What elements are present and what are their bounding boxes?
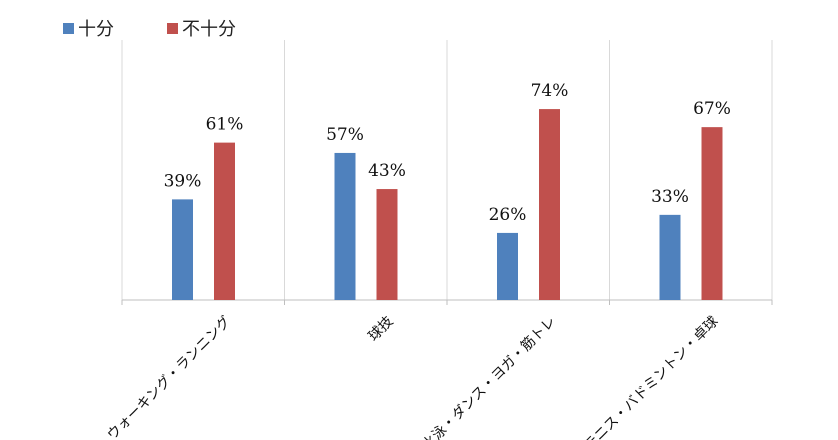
bar [376,189,398,300]
data-label: 67% [693,99,731,119]
data-label: 61% [206,115,244,135]
bar [701,127,723,300]
bar [659,214,681,300]
category-label: 水泳・ダンス・ヨガ・筋トレ [419,313,560,440]
data-label: 74% [531,81,569,101]
data-label: 33% [651,187,689,207]
bar [214,142,235,300]
legend-swatch-2 [167,23,178,34]
data-label: 26% [489,205,527,225]
data-label: 43% [368,161,406,181]
category-label: 球技 [365,314,396,345]
bar [497,232,518,300]
data-label: 57% [326,125,364,145]
bar [172,199,193,300]
bar [539,109,560,300]
legend-label-1: 十分 [78,19,114,40]
legend-swatch-1 [63,23,74,34]
data-label: 39% [164,171,202,191]
category-label: テニス・バドミントン・卓球 [581,314,721,440]
bar [334,152,356,300]
category-label: ウォーキング・ランニング [104,314,234,440]
legend-label-2: 不十分 [182,19,236,40]
